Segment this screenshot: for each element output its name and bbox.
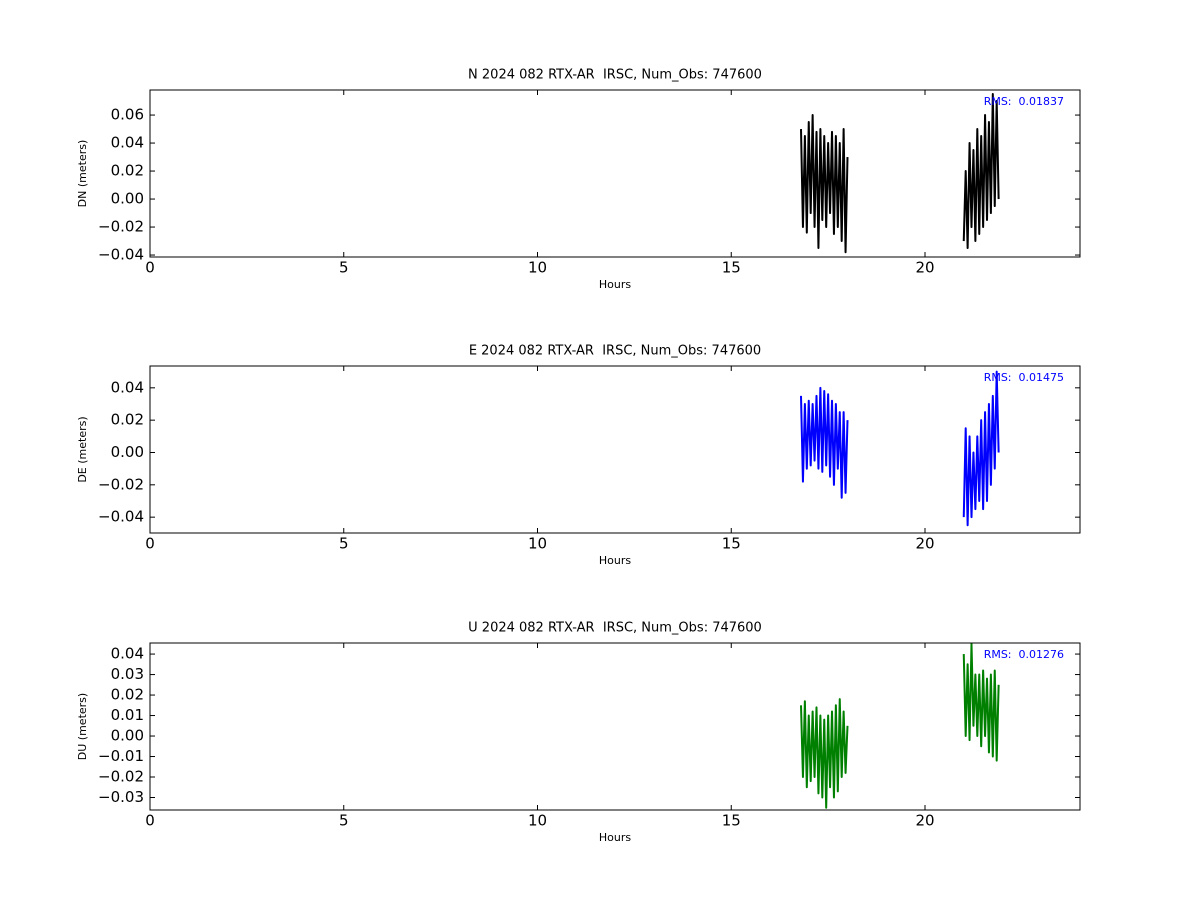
data-line (800, 643, 1000, 809)
y-tick-label: 0.03 (111, 665, 144, 683)
x-tick-label: 20 (915, 535, 934, 553)
plot-frame (149, 642, 1081, 811)
rms-annotation: RMS: 0.01475 (984, 371, 1064, 384)
y-tick-label: 0.02 (111, 686, 144, 704)
x-tick-label: 10 (528, 812, 547, 830)
data-line (800, 370, 1000, 527)
y-tick-label: −0.02 (98, 218, 144, 236)
y-tick-label: 0.02 (111, 162, 144, 180)
plot-frame (149, 365, 1081, 534)
chart-title: U 2024 082 RTX-AR IRSC, Num_Obs: 747600 (468, 621, 762, 636)
y-tick-label: −0.04 (98, 508, 144, 526)
rms-annotation: RMS: 0.01276 (984, 648, 1064, 661)
x-tick-label: 20 (915, 812, 934, 830)
plot-frame (149, 89, 1081, 258)
y-tick-label: −0.02 (98, 768, 144, 786)
x-axis-label: Hours (599, 831, 631, 844)
y-tick-label: −0.02 (98, 475, 144, 493)
x-tick-label: 5 (339, 259, 349, 277)
x-tick-label: 15 (722, 535, 741, 553)
x-tick-label: 0 (145, 259, 155, 277)
y-tick-label: 0.01 (111, 706, 144, 724)
y-tick-label: 0.06 (111, 106, 144, 124)
y-axis-label: DN (meters) (76, 140, 89, 208)
y-axis-label: DU (meters) (76, 693, 89, 760)
y-tick-label: 0.00 (111, 443, 144, 461)
data-line (800, 93, 1000, 254)
y-tick-label: 0.00 (111, 190, 144, 208)
y-tick-label: 0.04 (111, 134, 144, 152)
chart-title: E 2024 082 RTX-AR IRSC, Num_Obs: 747600 (469, 344, 761, 359)
x-tick-label: 0 (145, 535, 155, 553)
y-tick-label: −0.04 (98, 246, 144, 264)
y-tick-label: −0.01 (98, 747, 144, 765)
y-tick-label: 0.04 (111, 645, 144, 663)
x-tick-label: 5 (339, 535, 349, 553)
x-axis-label: Hours (599, 278, 631, 291)
y-tick-label: 0.04 (111, 378, 144, 396)
x-tick-label: 0 (145, 812, 155, 830)
y-tick-label: 0.00 (111, 727, 144, 745)
x-tick-label: 10 (528, 259, 547, 277)
y-tick-label: 0.02 (111, 411, 144, 429)
y-axis-label: DE (meters) (76, 416, 89, 482)
chart-title: N 2024 082 RTX-AR IRSC, Num_Obs: 747600 (468, 68, 762, 83)
y-tick-label: −0.03 (98, 788, 144, 806)
x-tick-label: 5 (339, 812, 349, 830)
x-tick-label: 20 (915, 259, 934, 277)
x-tick-label: 15 (722, 812, 741, 830)
x-tick-label: 10 (528, 535, 547, 553)
x-tick-label: 15 (722, 259, 741, 277)
x-axis-label: Hours (599, 554, 631, 567)
rms-annotation: RMS: 0.01837 (984, 95, 1064, 108)
